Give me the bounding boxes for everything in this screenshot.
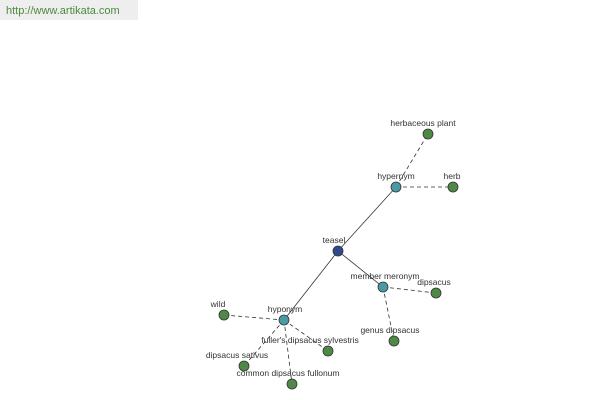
edge	[283, 319, 329, 352]
node-label: dipsacus	[417, 277, 451, 287]
edge	[382, 286, 395, 342]
node-label: wild	[210, 299, 226, 309]
node[interactable]	[332, 245, 344, 257]
node-label: member meronym	[351, 271, 420, 281]
node-label: hyponym	[268, 304, 303, 314]
edges	[223, 133, 453, 385]
node[interactable]	[447, 181, 459, 193]
node-label: genus dipsacus	[360, 325, 419, 335]
nodes	[218, 128, 459, 390]
node[interactable]	[422, 128, 434, 140]
labels: teasel hypernym herbaceous plant herb me…	[206, 118, 461, 378]
node[interactable]	[278, 314, 290, 326]
edge	[337, 250, 384, 288]
node[interactable]	[430, 287, 442, 299]
edge	[283, 250, 339, 321]
edge	[395, 133, 429, 188]
edge	[382, 286, 437, 294]
url[interactable]: http://www.artikata.com	[6, 5, 120, 17]
node-label: dipsacus sativus	[206, 350, 268, 360]
node[interactable]	[218, 309, 230, 321]
node[interactable]	[377, 281, 389, 293]
node[interactable]	[238, 360, 250, 372]
node-label: herb	[443, 171, 460, 181]
url-box	[0, 0, 138, 20]
node[interactable]	[388, 335, 400, 347]
node[interactable]	[390, 181, 402, 193]
edge	[337, 186, 397, 252]
node-label: hypernym	[377, 171, 414, 181]
edge	[283, 319, 293, 385]
node-label: common dipsacus fullonum	[237, 368, 340, 378]
node-label: teasel	[323, 235, 346, 245]
edge	[223, 314, 285, 321]
node-label: herbaceous plant	[390, 118, 456, 128]
edge	[243, 319, 285, 367]
node-label: fuller's dipsacus sylvestris	[261, 335, 359, 345]
node[interactable]	[322, 345, 334, 357]
node[interactable]	[286, 378, 298, 390]
